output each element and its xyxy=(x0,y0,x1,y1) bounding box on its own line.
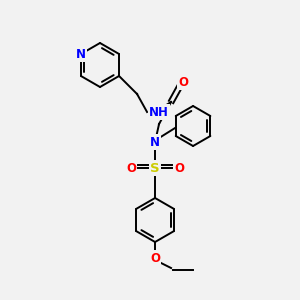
Text: O: O xyxy=(178,76,188,88)
Text: N: N xyxy=(76,47,86,61)
Text: O: O xyxy=(150,251,160,265)
Text: NH: NH xyxy=(149,106,169,118)
Text: N: N xyxy=(150,136,160,148)
Text: O: O xyxy=(174,161,184,175)
Text: S: S xyxy=(150,161,160,175)
Text: O: O xyxy=(126,161,136,175)
